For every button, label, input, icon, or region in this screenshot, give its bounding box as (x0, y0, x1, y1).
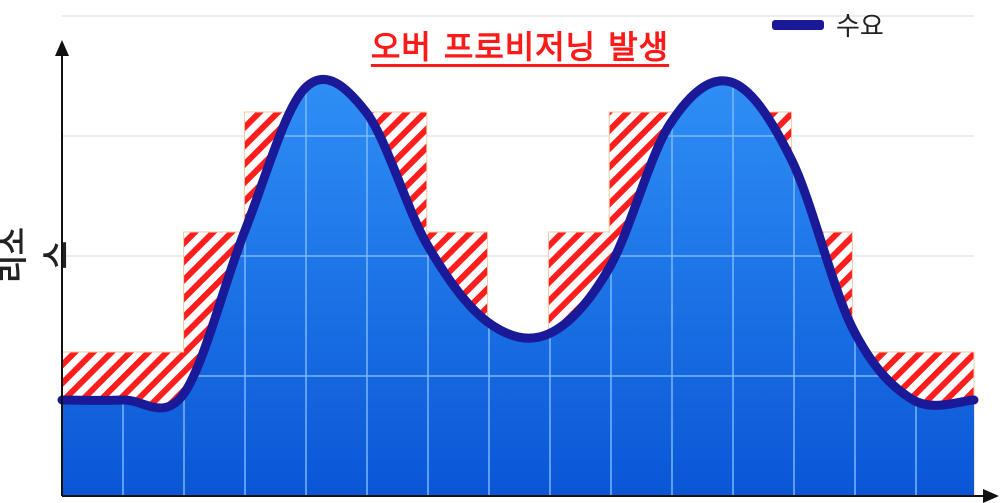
chart-title: 오버 프로비저닝 발생 (370, 28, 670, 66)
demand-line (57, 74, 979, 413)
y-axis-arrow (55, 40, 69, 56)
legend: 수요 (772, 6, 884, 43)
axes (55, 40, 999, 503)
demand-area (62, 79, 974, 496)
legend-swatch-demand (772, 19, 824, 30)
legend-label-demand: 수요 (836, 12, 884, 42)
y-axis-label: 리소스 (0, 227, 75, 283)
x-axis-arrow (983, 489, 999, 503)
